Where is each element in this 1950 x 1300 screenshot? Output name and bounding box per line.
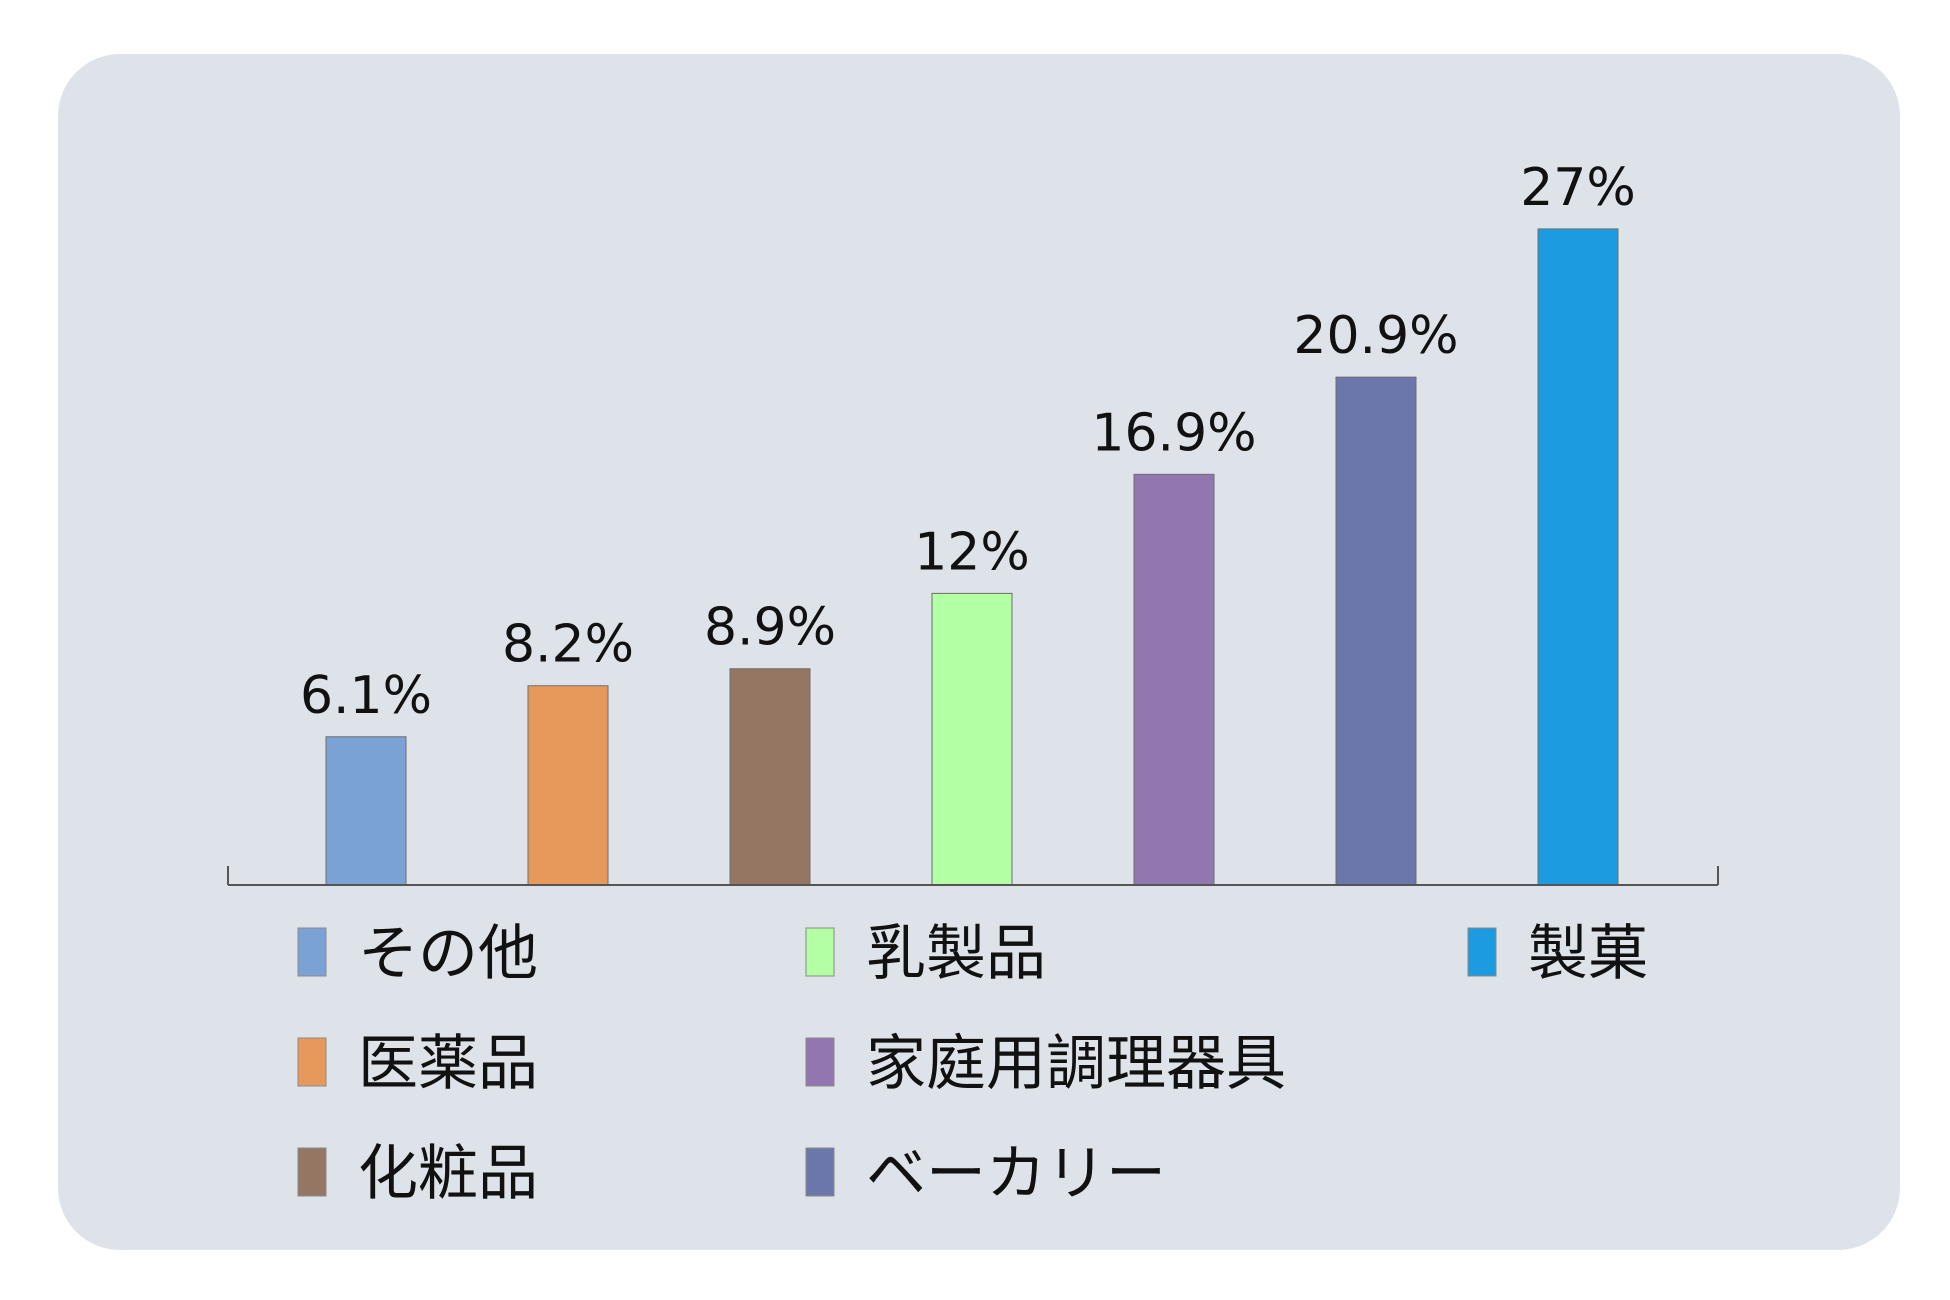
- legend-item: 化粧品: [297, 1139, 538, 1209]
- value-label-2: 8.2%: [502, 615, 634, 675]
- value-labels: 6.1% 8.2% 8.9% 12% 16.9% 20.9% 27%: [300, 158, 1636, 726]
- legend-label: 医薬品: [358, 1029, 538, 1099]
- value-label-5: 16.9%: [1091, 403, 1256, 463]
- legend-item: ベーカリー: [805, 1139, 1166, 1209]
- value-label-4: 12%: [914, 522, 1030, 582]
- legend-label: 乳製品: [866, 919, 1046, 989]
- legend-swatch: [805, 1147, 835, 1197]
- legend-label: 化粧品: [358, 1139, 538, 1209]
- bar-7: [1537, 228, 1619, 886]
- legend-item: 医薬品: [297, 1029, 538, 1099]
- legend-label: 製菓: [1528, 919, 1648, 989]
- value-label-3: 8.9%: [704, 598, 836, 658]
- bar-3: [729, 668, 811, 886]
- legend-swatch: [297, 927, 327, 977]
- bar-6: [1335, 376, 1417, 886]
- legend-swatch: [805, 927, 835, 977]
- legend-label: 家庭用調理器具: [866, 1029, 1286, 1099]
- bar-1: [325, 736, 407, 886]
- legend-label: その他: [358, 919, 538, 989]
- legend-item: 製菓: [1467, 919, 1648, 989]
- legend-item: その他: [297, 919, 538, 989]
- legend-label: ベーカリー: [866, 1139, 1166, 1209]
- legend-swatch: [805, 1037, 835, 1087]
- x-axis: [227, 866, 1719, 886]
- value-label-1: 6.1%: [300, 666, 432, 726]
- value-label-6: 20.9%: [1293, 306, 1458, 366]
- legend-swatch: [1467, 927, 1497, 977]
- legend-item: 家庭用調理器具: [805, 1029, 1286, 1099]
- legend-swatch: [297, 1037, 327, 1087]
- bar-5: [1133, 473, 1215, 886]
- bar-4: [931, 592, 1013, 886]
- bar-2: [527, 685, 609, 886]
- legend-swatch: [297, 1147, 327, 1197]
- bars: [325, 228, 1619, 886]
- value-label-7: 27%: [1520, 158, 1636, 218]
- legend-item: 乳製品: [805, 919, 1046, 989]
